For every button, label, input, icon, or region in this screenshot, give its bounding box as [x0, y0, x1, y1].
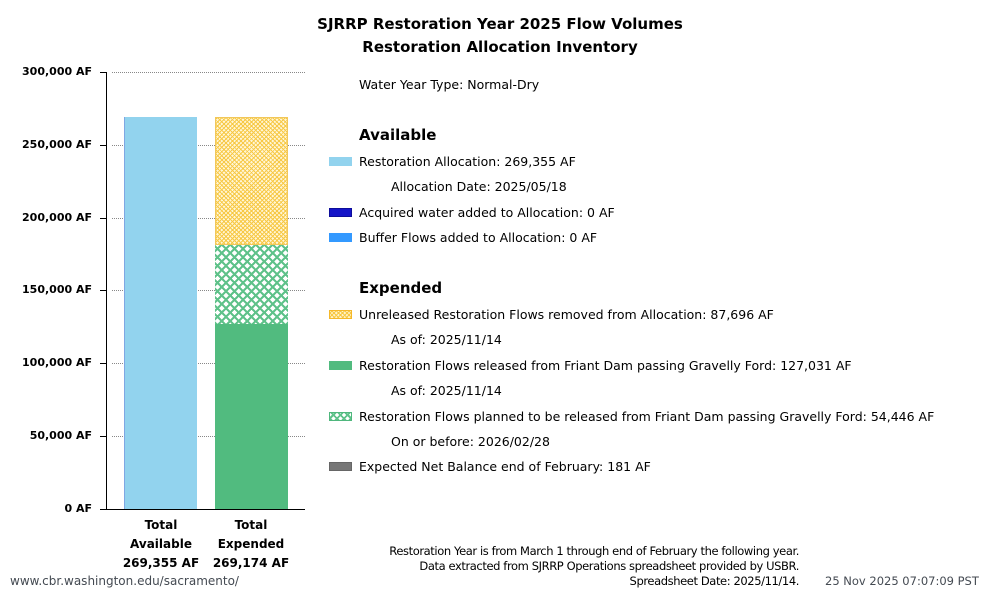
- y-tick-label: 50,000 AF: [29, 429, 92, 442]
- y-tick-label: 0 AF: [64, 502, 92, 515]
- legend-unreleased-asof: As of: 2025/11/14: [391, 332, 502, 347]
- bar-planned-flows: [215, 245, 288, 324]
- y-tick-mark: [100, 145, 106, 146]
- y-tick-mark: [100, 72, 106, 73]
- bar-released-flows: [215, 324, 288, 509]
- footer-note-data-source: Data extracted from SJRRP Operations spr…: [419, 559, 799, 573]
- bar-unreleased-flows: [215, 117, 288, 245]
- chart-title: SJRRP Restoration Year 2025 Flow Volumes…: [0, 13, 1000, 59]
- legend-swatch-net-balance: [329, 462, 352, 471]
- water-year-type: Water Year Type: Normal-Dry: [359, 77, 540, 92]
- legend-planned-date: On or before: 2026/02/28: [391, 434, 550, 449]
- legend-swatch-acquired-water: [329, 208, 352, 217]
- y-tick-label: 150,000 AF: [22, 283, 92, 296]
- legend-item-released: Restoration Flows released from Friant D…: [359, 358, 852, 373]
- footer-note-spreadsheet-date: Spreadsheet Date: 2025/11/14.: [629, 574, 800, 588]
- chart-title-line2: Restoration Allocation Inventory: [362, 38, 638, 56]
- legend-item-acquired-water: Acquired water added to Allocation: 0 AF: [359, 205, 615, 220]
- y-tick-mark: [100, 218, 106, 219]
- legend-swatch-restoration-allocation: [329, 157, 352, 166]
- y-tick-label: 300,000 AF: [22, 65, 92, 78]
- y-tick-label: 250,000 AF: [22, 138, 92, 151]
- y-tick-mark: [100, 436, 106, 437]
- legend-item-net-balance: Expected Net Balance end of February: 18…: [359, 459, 651, 474]
- legend-heading-expended: Expended: [359, 279, 443, 297]
- x-axis: [106, 509, 305, 510]
- gridline-200k: [112, 218, 305, 219]
- legend-heading-available: Available: [359, 126, 437, 144]
- legend-item-unreleased: Unreleased Restoration Flows removed fro…: [359, 307, 774, 322]
- gridline-250k: [112, 145, 305, 146]
- legend-item-restoration-allocation: Restoration Allocation: 269,355 AF: [359, 154, 576, 169]
- y-tick-label: 200,000 AF: [22, 211, 92, 224]
- legend-swatch-planned: [329, 412, 352, 421]
- legend-swatch-unreleased: [329, 310, 352, 319]
- gridline-150k: [112, 290, 305, 291]
- gridline-50k: [112, 436, 305, 437]
- y-axis: [106, 72, 107, 510]
- y-tick-label: 100,000 AF: [22, 356, 92, 369]
- legend-swatch-buffer-flows: [329, 233, 352, 242]
- legend-swatch-released: [329, 361, 352, 370]
- generated-timestamp: 25 Nov 2025 07:07:09 PST: [825, 574, 979, 588]
- legend-item-planned: Restoration Flows planned to be released…: [359, 409, 935, 424]
- gridline-300k: [112, 72, 305, 73]
- legend-allocation-date: Allocation Date: 2025/05/18: [391, 179, 567, 194]
- footer-note-restoration-year: Restoration Year is from March 1 through…: [389, 544, 799, 558]
- y-tick-mark: [100, 290, 106, 291]
- legend-item-buffer-flows: Buffer Flows added to Allocation: 0 AF: [359, 230, 598, 245]
- y-tick-mark: [100, 363, 106, 364]
- category-label-expended: Total Expended 269,174 AF: [212, 518, 290, 570]
- source-url-link[interactable]: www.cbr.washington.edu/sacramento/: [10, 574, 239, 588]
- category-label-available: Total Available 269,355 AF: [122, 518, 200, 570]
- legend-released-asof: As of: 2025/11/14: [391, 383, 502, 398]
- gridline-100k: [112, 363, 305, 364]
- bar-restoration-allocation: [124, 117, 197, 509]
- chart-title-line1: SJRRP Restoration Year 2025 Flow Volumes: [317, 15, 683, 33]
- y-tick-mark: [100, 509, 106, 510]
